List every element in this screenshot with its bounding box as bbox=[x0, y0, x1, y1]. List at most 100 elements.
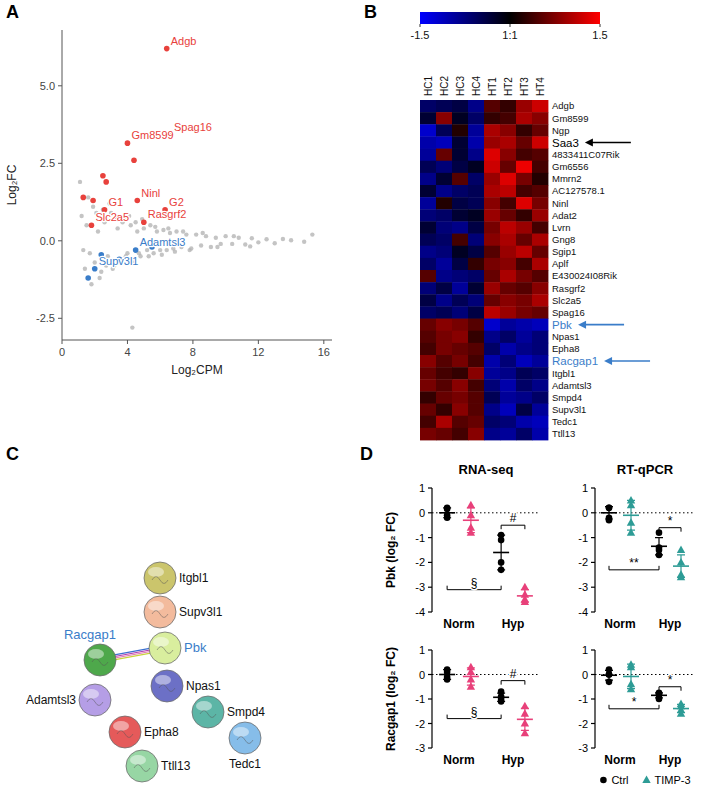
point bbox=[677, 546, 685, 554]
point bbox=[153, 225, 157, 229]
cell bbox=[516, 270, 532, 283]
point bbox=[129, 223, 133, 227]
cell bbox=[436, 428, 452, 441]
point bbox=[243, 242, 247, 246]
point bbox=[80, 195, 86, 201]
y-axis bbox=[431, 488, 432, 612]
cell bbox=[484, 124, 500, 137]
cell bbox=[516, 221, 532, 234]
cell bbox=[500, 136, 516, 149]
cell bbox=[436, 246, 452, 259]
cell bbox=[468, 404, 484, 417]
cell bbox=[436, 221, 452, 234]
cell bbox=[452, 379, 468, 392]
cell bbox=[532, 379, 548, 392]
chart-title: RT-qPCR bbox=[617, 462, 674, 477]
cell bbox=[532, 294, 548, 307]
cell bbox=[420, 149, 436, 162]
point-label: Slc2a5 bbox=[95, 211, 129, 223]
node-label: Adamtsl3 bbox=[26, 693, 76, 707]
node-glyph bbox=[134, 765, 150, 772]
cell bbox=[468, 173, 484, 186]
cell bbox=[420, 185, 436, 198]
cell bbox=[516, 100, 532, 113]
cell bbox=[532, 234, 548, 247]
point-label: Rasgrf2 bbox=[148, 208, 187, 220]
point bbox=[199, 243, 203, 247]
point bbox=[230, 242, 234, 246]
point bbox=[219, 242, 223, 246]
mean-line bbox=[463, 519, 479, 521]
y-axis bbox=[594, 488, 595, 612]
cell bbox=[420, 197, 436, 210]
point bbox=[86, 195, 90, 199]
cell bbox=[500, 112, 516, 125]
cell bbox=[468, 306, 484, 319]
y-tick-label: 1 bbox=[419, 644, 425, 656]
y-tick-label: 2.5 bbox=[40, 157, 55, 169]
cell bbox=[532, 391, 548, 404]
point bbox=[115, 226, 119, 230]
cell bbox=[436, 149, 452, 162]
mean-line bbox=[623, 676, 639, 678]
row-label: Supv3l1 bbox=[552, 404, 586, 415]
cell bbox=[516, 185, 532, 198]
mean-line bbox=[651, 545, 667, 547]
point bbox=[147, 254, 151, 258]
cell bbox=[516, 428, 532, 441]
y-tick-label: -3 bbox=[415, 742, 425, 754]
cell bbox=[468, 149, 484, 162]
colorbar-tick bbox=[600, 24, 601, 27]
node-label: Racgap1 bbox=[64, 627, 116, 642]
point bbox=[209, 245, 213, 249]
node-shine bbox=[148, 601, 164, 611]
cell bbox=[436, 355, 452, 368]
panel-letter: B bbox=[364, 2, 377, 22]
cell bbox=[420, 270, 436, 283]
cell bbox=[436, 319, 452, 332]
y-tick bbox=[58, 85, 62, 86]
point bbox=[168, 231, 172, 235]
cell bbox=[484, 149, 500, 162]
node-shine bbox=[88, 649, 104, 659]
row-label: Adamtsl3 bbox=[552, 380, 592, 391]
cell bbox=[516, 234, 532, 247]
node bbox=[126, 750, 158, 782]
cell bbox=[484, 136, 500, 149]
cell bbox=[500, 161, 516, 174]
cell bbox=[452, 197, 468, 210]
point bbox=[289, 238, 293, 242]
cell bbox=[436, 343, 452, 356]
point bbox=[91, 205, 95, 209]
cell bbox=[452, 124, 468, 137]
point bbox=[131, 157, 137, 163]
cell bbox=[500, 391, 516, 404]
category-label: Hyp bbox=[502, 753, 525, 767]
cell bbox=[484, 391, 500, 404]
y-tick-label: -1 bbox=[578, 532, 588, 544]
y-tick-label: 0 bbox=[582, 507, 588, 519]
cell bbox=[420, 294, 436, 307]
cell bbox=[532, 270, 548, 283]
node bbox=[84, 644, 116, 676]
row-label: 4833411C07Rik bbox=[552, 149, 620, 160]
cell bbox=[500, 416, 516, 429]
cell bbox=[532, 416, 548, 429]
cell bbox=[420, 124, 436, 137]
plot-area bbox=[432, 663, 540, 737]
arrow-head bbox=[578, 321, 586, 329]
point bbox=[97, 276, 101, 280]
cell bbox=[468, 282, 484, 295]
x-tick bbox=[192, 340, 193, 344]
row-label: Ngp bbox=[552, 125, 569, 136]
cell bbox=[532, 282, 548, 295]
cell bbox=[468, 258, 484, 271]
node-shine bbox=[83, 689, 99, 699]
baseline bbox=[432, 512, 540, 513]
significance-label: * bbox=[632, 695, 637, 709]
point bbox=[142, 226, 146, 230]
point-label: G1 bbox=[109, 196, 124, 208]
cell bbox=[500, 331, 516, 344]
cell bbox=[532, 355, 548, 368]
cell bbox=[420, 355, 436, 368]
